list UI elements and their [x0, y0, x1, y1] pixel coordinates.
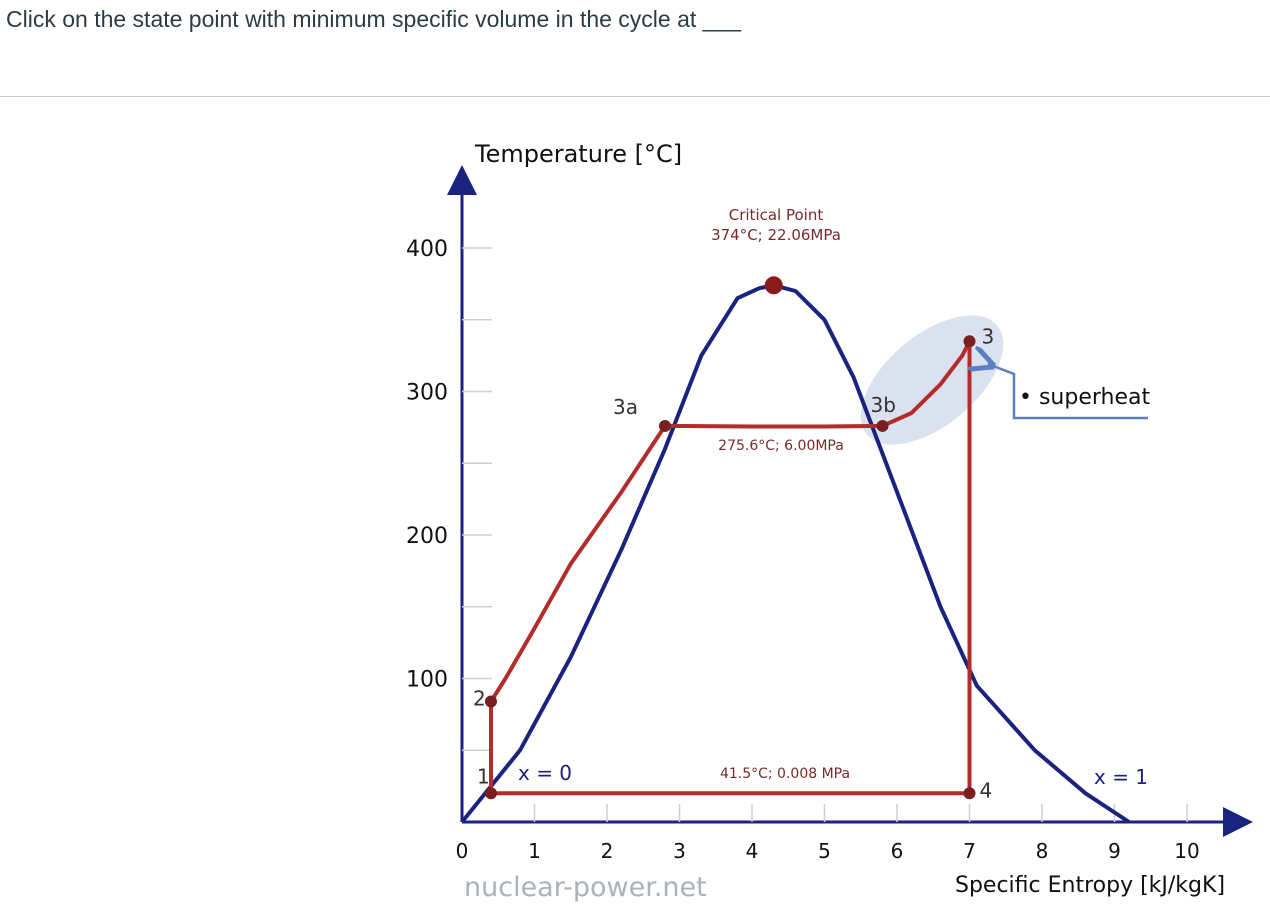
y-tick-label: 200	[406, 524, 448, 549]
state-point-1[interactable]: 1	[477, 764, 497, 800]
x-tick-label: 3	[673, 839, 686, 863]
high-pressure-label: 275.6°C; 6.00MPa	[718, 438, 844, 454]
state-point-marker[interactable]	[485, 695, 497, 708]
state-point-marker[interactable]	[659, 419, 671, 432]
x-tick-label: 10	[1174, 839, 1199, 863]
critical-point-label: Critical Point	[729, 206, 824, 224]
state-point-marker[interactable]	[485, 787, 497, 800]
x1-label: x = 1	[1094, 765, 1148, 789]
x-tick-label: 4	[746, 839, 759, 863]
x-axis-title: Specific Entropy [kJ/kgK]	[955, 873, 1225, 898]
state-point-label: 4	[980, 778, 993, 802]
state-point-label: 3a	[613, 395, 638, 419]
y-tick-label: 100	[406, 668, 448, 693]
x-tick-label: 2	[601, 839, 614, 863]
state-point-3b[interactable]: 3b	[871, 393, 896, 432]
x-tick-label: 5	[818, 839, 831, 863]
state-point-3[interactable]: 3	[963, 324, 995, 348]
critical-point-value: 374°C; 22.06MPa	[711, 226, 841, 244]
superheat-highlight	[860, 315, 1004, 445]
state-point-4[interactable]: 4	[963, 778, 993, 802]
state-point-marker[interactable]	[963, 787, 976, 800]
x-tick-label: 9	[1108, 839, 1121, 863]
y-axis-title: Temperature [°C]	[474, 140, 682, 168]
state-point-marker[interactable]	[963, 335, 976, 348]
rankine-cycle-line	[489, 339, 972, 796]
superheat-callout-arrow	[988, 364, 1148, 420]
watermark: nuclear-power.net	[464, 872, 707, 903]
critical-point-marker	[764, 276, 783, 295]
x-tick-label: 8	[1036, 839, 1049, 863]
y-tick-label: 400	[406, 237, 448, 262]
state-point-label: 1	[477, 764, 490, 788]
superheat-label: • superheat	[1019, 385, 1150, 410]
x-tick-label: 6	[891, 839, 904, 863]
x-tick-label: 0	[456, 839, 469, 863]
question-prompt: Click on the state point with minimum sp…	[6, 6, 742, 32]
state-point-label: 2	[473, 686, 486, 710]
divider	[0, 96, 1270, 97]
saturation-dome-line	[460, 283, 1131, 824]
y-tick-label: 300	[406, 381, 448, 406]
x-tick-label: 7	[963, 839, 976, 863]
state-point-3a[interactable]: 3a	[613, 395, 671, 432]
state-point-marker[interactable]	[876, 419, 889, 432]
x0-label: x = 0	[518, 761, 572, 785]
x-tick-label: 1	[528, 839, 541, 863]
state-point-2[interactable]: 2	[473, 686, 497, 710]
low-pressure-label: 41.5°C; 0.008 MPa	[720, 766, 850, 782]
state-point-label: 3b	[871, 393, 896, 417]
state-point-label: 3	[982, 324, 995, 348]
